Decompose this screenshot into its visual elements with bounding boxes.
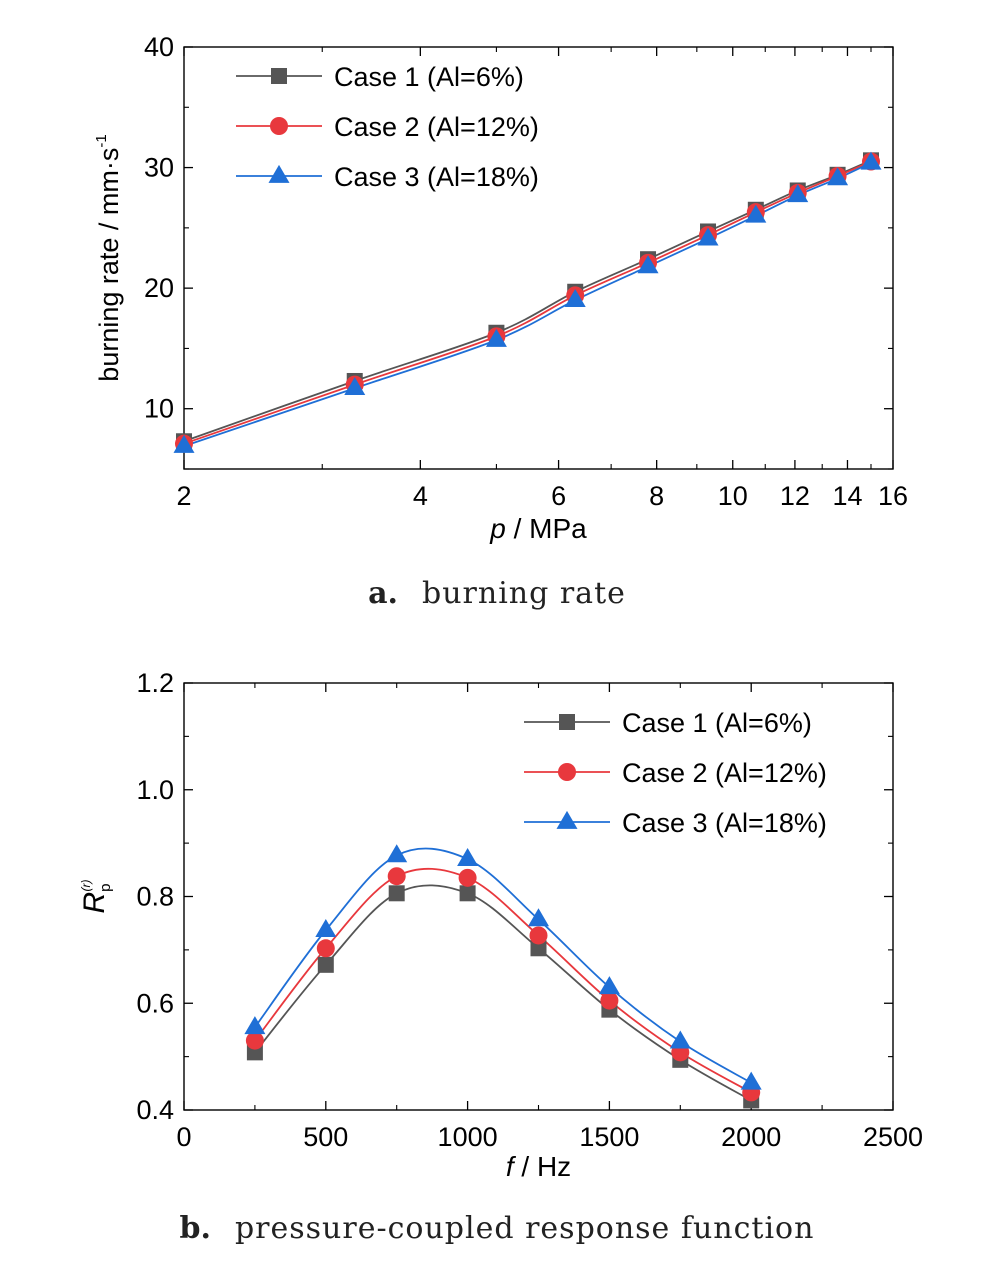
x-tick-label: 12 xyxy=(780,481,810,511)
x-tick-label: 2500 xyxy=(863,1122,923,1152)
legend-marker-2 xyxy=(558,763,576,781)
series-3-point xyxy=(787,184,809,203)
x-tick-label: 4 xyxy=(413,481,428,511)
series-3-point xyxy=(598,976,620,995)
figure-caption: a. burning rate xyxy=(368,576,626,611)
legend-marker-1 xyxy=(559,714,575,730)
series-3-point xyxy=(315,918,337,937)
x-tick-label: 8 xyxy=(649,481,664,511)
series-2-point xyxy=(600,991,619,1010)
series-3-point xyxy=(697,227,719,246)
x-axis-label-unit: / MPa xyxy=(506,513,587,544)
y-tick-label: 20 xyxy=(144,273,174,303)
y-axis-label-superscript: (r) xyxy=(79,879,93,891)
series-2-point xyxy=(529,926,548,945)
series-1-point xyxy=(317,956,334,973)
legend-marker-3 xyxy=(268,164,290,183)
legend-label-1: Case 1 (Al=6%) xyxy=(622,708,812,738)
series-3-point xyxy=(457,847,479,866)
x-tick-label: 10 xyxy=(718,481,748,511)
x-tick-label: 500 xyxy=(303,1122,348,1152)
series-3-point xyxy=(386,844,408,863)
series-1-point xyxy=(459,885,476,902)
x-tick-label: 14 xyxy=(832,481,862,511)
series-3-point xyxy=(528,908,549,927)
legend-marker-2 xyxy=(270,117,288,135)
series-1-point xyxy=(388,885,405,902)
legend-marker-1 xyxy=(271,68,287,84)
series-3-point xyxy=(827,167,849,186)
x-tick-label: 1500 xyxy=(579,1122,639,1152)
figure-caption-text: burning rate xyxy=(422,576,626,611)
y-tick-label: 0.6 xyxy=(136,988,174,1018)
x-tick-label: 2 xyxy=(176,481,191,511)
series-3-point xyxy=(173,434,195,453)
x-tick-label: 6 xyxy=(551,481,566,511)
legend-label-2: Case 2 (Al=12%) xyxy=(622,758,827,788)
series-3-point xyxy=(244,1016,266,1035)
figure-caption-letter: a. xyxy=(368,576,398,611)
x-axis-label: p / MPa xyxy=(489,513,587,544)
series-2-point xyxy=(245,1031,264,1050)
series-3-point xyxy=(745,204,767,223)
plot-frame xyxy=(183,46,894,470)
x-axis-label-symbol: f xyxy=(506,1151,517,1182)
series-1-point xyxy=(530,940,547,957)
y-axis-label-text: burning rate / mm·s xyxy=(94,148,124,382)
legend-label-1: Case 1 (Al=6%) xyxy=(334,62,524,92)
y-axis-label: burning rate / mm·s-1 xyxy=(93,134,124,381)
legend-label-2: Case 2 (Al=12%) xyxy=(334,112,539,142)
series-3-point xyxy=(637,255,659,274)
chart-burning-rate: 2 4 6 8 10 12 14 16 10 20 30 40 p / MPa burning rate … xyxy=(93,32,908,611)
legend-label-3: Case 3 (Al=18%) xyxy=(334,162,539,192)
y-tick-label: 0.8 xyxy=(136,882,174,912)
series-3-point xyxy=(860,151,882,170)
legend-marker-3 xyxy=(556,810,578,829)
x-axis-label-symbol: p xyxy=(489,513,506,544)
series-3-point xyxy=(485,328,507,347)
y-axis-label-subscript: p xyxy=(97,883,114,891)
series-3-point xyxy=(564,289,586,308)
series-2-point xyxy=(458,868,477,887)
figure-caption: b. pressure-coupled response function xyxy=(180,1211,815,1246)
y-axis-label-superscript: -1 xyxy=(93,134,110,147)
x-tick-label: 1000 xyxy=(438,1122,498,1152)
y-tick-label: 0.4 xyxy=(136,1095,174,1125)
y-tick-label: 1.0 xyxy=(136,775,174,805)
y-tick-label: 1.2 xyxy=(136,668,174,698)
y-tick-label: 40 xyxy=(144,32,174,62)
y-axis-label: Rp (r) xyxy=(78,879,114,913)
y-axis-label-symbol: R xyxy=(78,892,111,914)
legend-label-3: Case 3 (Al=18%) xyxy=(622,808,827,838)
series-3-point xyxy=(669,1030,691,1049)
y-tick-label: 30 xyxy=(144,153,174,183)
x-tick-label: 2000 xyxy=(721,1122,781,1152)
series-3-point xyxy=(344,377,366,396)
x-axis-label: f / Hz xyxy=(506,1151,571,1182)
series-2-point xyxy=(387,867,406,886)
figure-caption-letter: b. xyxy=(180,1211,211,1246)
y-tick-label: 10 xyxy=(144,394,174,424)
x-tick-label: 0 xyxy=(176,1122,191,1152)
series-3-point xyxy=(740,1071,762,1090)
figure-caption-text: pressure-coupled response function xyxy=(235,1211,814,1246)
x-axis-label-unit: / Hz xyxy=(514,1151,572,1182)
chart-response-function: 0 500 1000 1500 2000 2500 0.4 0.6 0.8 1.0 1.2 f / H… xyxy=(78,668,923,1246)
series-2-point xyxy=(316,939,335,958)
x-tick-label: 16 xyxy=(878,481,908,511)
